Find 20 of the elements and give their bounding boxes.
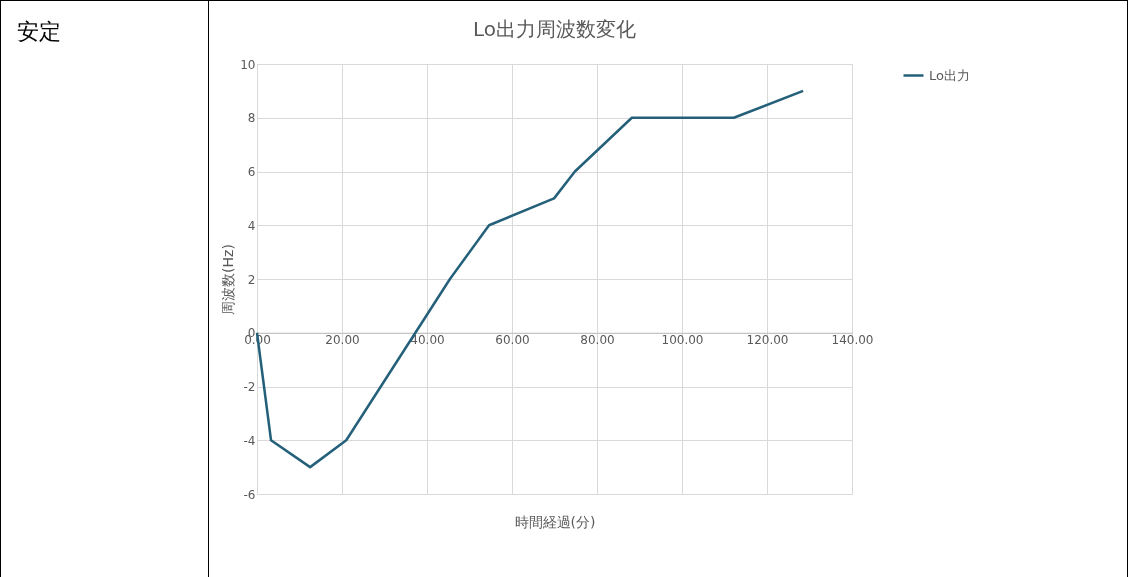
x-tick-label: 20.00 xyxy=(325,333,360,348)
y-axis-title: 周波数(Hz) xyxy=(220,244,237,315)
x-tick-label: 40.00 xyxy=(410,333,445,348)
x-tick-label: 100.00 xyxy=(661,333,704,348)
y-tick-label: -2 xyxy=(243,380,256,394)
x-tick-label: 120.00 xyxy=(746,333,789,348)
y-tick-label: 8 xyxy=(247,111,256,126)
y-tick-label: 6 xyxy=(247,165,256,179)
legend-label: Lo出力 xyxy=(929,67,970,83)
x-tick-label: 140.00 xyxy=(831,333,874,348)
y-tick-label: 10 xyxy=(240,57,256,72)
y-tick-label: 2 xyxy=(247,272,256,287)
y-tick-label: 4 xyxy=(247,218,256,233)
chart-title: Lo出力周波数変化 xyxy=(472,17,637,41)
y-tick-label: -6 xyxy=(243,487,256,502)
x-tick-label: 60.00 xyxy=(495,333,530,348)
x-tick-label: 80.00 xyxy=(580,333,615,348)
x-axis-title: 時間経過(分) xyxy=(514,513,596,530)
y-tick-label: -4 xyxy=(243,433,256,448)
text: 安定 xyxy=(17,18,61,46)
